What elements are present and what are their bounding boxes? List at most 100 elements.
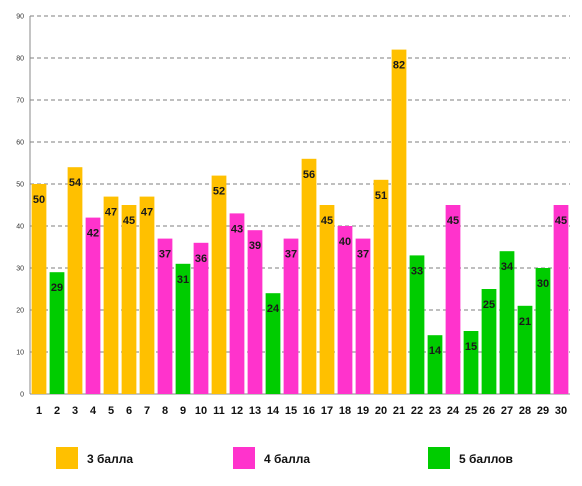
x-tick-label: 20	[375, 405, 387, 417]
x-tick-label: 9	[180, 405, 186, 417]
x-tick-label: 19	[357, 405, 369, 417]
gridlines	[30, 15, 570, 353]
data-label: 54	[69, 177, 82, 189]
x-tick-label: 21	[393, 405, 405, 417]
data-label: 45	[447, 215, 459, 227]
bar-20	[373, 179, 389, 394]
data-label: 14	[429, 345, 442, 357]
legend-item-5: 5 баллов	[428, 447, 513, 469]
data-label: 37	[357, 249, 369, 261]
x-tick-label: 4	[90, 405, 97, 417]
bar-30	[553, 205, 569, 394]
x-tick-label: 13	[249, 405, 261, 417]
x-tick-label: 15	[285, 405, 297, 417]
x-tick-label: 11	[213, 405, 225, 417]
data-label: 40	[339, 236, 351, 248]
bar-23	[427, 335, 443, 394]
data-label: 52	[213, 186, 225, 198]
x-tick-label: 24	[447, 405, 460, 417]
data-label: 43	[231, 223, 243, 235]
bars	[31, 49, 569, 394]
data-label: 29	[51, 282, 63, 294]
x-tick-label: 28	[519, 405, 531, 417]
data-label: 21	[519, 316, 531, 328]
data-label: 31	[177, 274, 189, 286]
bar-8	[157, 238, 173, 394]
data-label: 24	[267, 303, 280, 315]
data-label: 45	[555, 215, 567, 227]
y-tick-label: 90	[16, 14, 24, 21]
bar-29	[535, 268, 551, 394]
bar-19	[355, 238, 371, 394]
bar-7	[139, 196, 155, 394]
data-label: 34	[501, 261, 514, 273]
x-tick-label: 18	[339, 405, 351, 417]
y-tick-label: 70	[16, 98, 24, 105]
bar-11	[211, 175, 227, 394]
data-label: 36	[195, 253, 207, 265]
bar-1	[31, 184, 47, 394]
x-tick-label: 1	[36, 405, 42, 417]
legend-swatch	[233, 447, 255, 469]
bar-18	[337, 226, 353, 394]
x-tick-label: 17	[321, 405, 333, 417]
y-tick-label: 0	[20, 392, 24, 399]
x-tick-label: 27	[501, 405, 513, 417]
data-label: 82	[393, 60, 405, 72]
data-label: 37	[159, 249, 171, 261]
y-tick-label: 30	[16, 266, 24, 273]
bar-12	[229, 213, 245, 394]
data-label: 45	[321, 215, 333, 227]
x-tick-label: 5	[108, 405, 114, 417]
x-tick-label: 29	[537, 405, 549, 417]
legend-label: 4 балла	[264, 452, 310, 466]
legend-label: 3 балла	[87, 452, 133, 466]
y-tick-label: 50	[16, 182, 24, 189]
data-label: 45	[123, 215, 135, 227]
x-tick-label: 16	[303, 405, 315, 417]
data-label: 25	[483, 299, 495, 311]
x-tick-label: 7	[144, 405, 150, 417]
bar-14	[265, 293, 281, 394]
x-tick-label: 14	[267, 405, 280, 417]
data-label: 15	[465, 341, 477, 353]
y-tick-label: 60	[16, 140, 24, 147]
data-label: 56	[303, 169, 315, 181]
bar-25	[463, 331, 479, 394]
data-label: 51	[375, 190, 387, 202]
bar-26	[481, 289, 497, 394]
y-tick-label: 40	[16, 224, 24, 231]
data-label: 47	[105, 207, 117, 219]
legend-item-4: 4 балла	[233, 447, 310, 469]
bar-5	[103, 196, 119, 394]
bar-15	[283, 238, 299, 394]
x-tick-label: 2	[54, 405, 60, 417]
y-tick-label: 10	[16, 350, 24, 357]
bar-9	[175, 263, 191, 394]
bar-28	[517, 305, 533, 394]
data-label: 37	[285, 249, 297, 261]
data-label: 50	[33, 194, 45, 206]
x-tick-label: 6	[126, 405, 132, 417]
bar-10	[193, 242, 209, 394]
x-tick-label: 3	[72, 405, 78, 417]
y-tick-label: 80	[16, 56, 24, 63]
data-label: 33	[411, 265, 423, 277]
bar-3	[67, 167, 83, 394]
bar-16	[301, 158, 317, 394]
bar-17	[319, 205, 335, 394]
x-tick-label: 23	[429, 405, 441, 417]
legend-label: 5 баллов	[459, 452, 513, 466]
data-label: 30	[537, 278, 549, 290]
legend: 3 балла 4 балла 5 баллов	[56, 447, 513, 469]
x-tick-label: 25	[465, 405, 477, 417]
y-tick-label: 20	[16, 308, 24, 315]
data-label: 42	[87, 228, 99, 240]
bar-27	[499, 251, 515, 394]
legend-swatch	[428, 447, 450, 469]
bar-2	[49, 272, 65, 394]
legend-swatch	[56, 447, 78, 469]
